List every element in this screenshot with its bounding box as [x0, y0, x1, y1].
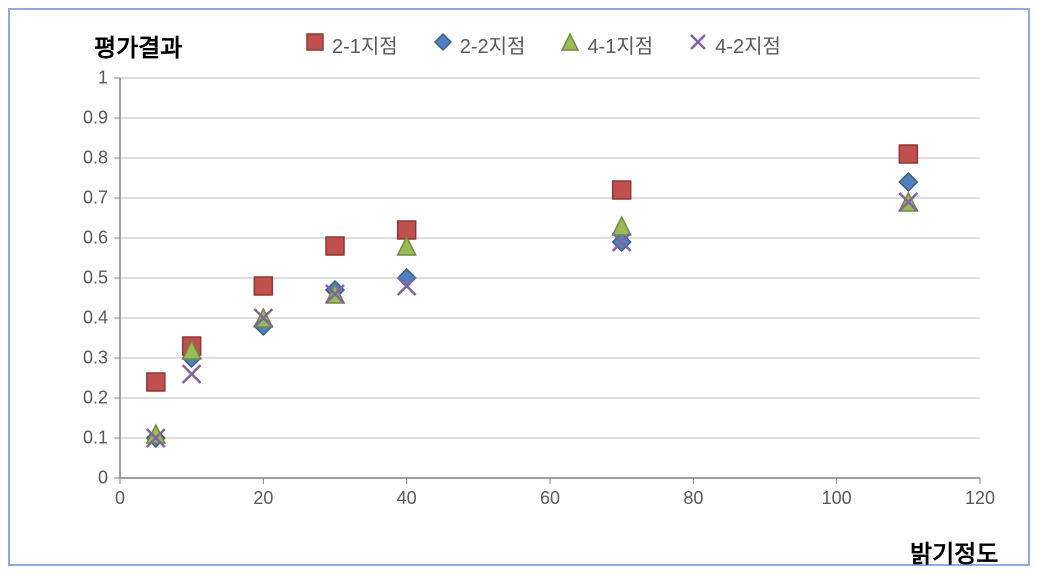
y-tick-label: 0.4: [83, 308, 108, 329]
legend-label: 4-1지점: [587, 30, 653, 59]
x-tick-label: 80: [683, 488, 703, 509]
y-tick-label: 0.8: [83, 148, 108, 169]
y-tick-label: 0.6: [83, 228, 108, 249]
legend-item: 4-2지점: [689, 30, 781, 59]
x-tick-label: 0: [115, 488, 125, 509]
y-tick-label: 0.1: [83, 428, 108, 449]
diamond-icon: [434, 33, 452, 57]
plot-area: [120, 78, 980, 488]
legend: 2-1지점 2-2지점 4-1지점 4-2지점: [306, 30, 781, 59]
legend-item: 4-1지점: [561, 30, 653, 59]
y-tick-label: 1: [98, 68, 108, 89]
y-tick-label: 0.9: [83, 108, 108, 129]
x-tick-label: 120: [965, 488, 995, 509]
legend-label: 2-1지점: [332, 30, 398, 59]
y-tick-label: 0: [98, 468, 108, 489]
x-icon: [689, 33, 707, 57]
legend-item: 2-1지점: [306, 30, 398, 59]
x-tick-label: 40: [397, 488, 417, 509]
x-axis-title: 밝기정도: [910, 534, 998, 569]
legend-label: 2-2지점: [460, 30, 526, 59]
y-tick-label: 0.5: [83, 268, 108, 289]
legend-item: 2-2지점: [434, 30, 526, 59]
triangle-icon: [561, 33, 579, 57]
y-tick-label: 0.7: [83, 188, 108, 209]
y-axis-title: 평가결과: [94, 28, 182, 63]
y-tick-label: 0.3: [83, 348, 108, 369]
x-tick-label: 100: [822, 488, 852, 509]
x-tick-label: 60: [540, 488, 560, 509]
x-tick-label: 20: [253, 488, 273, 509]
square-icon: [306, 33, 324, 57]
chart-frame: 평가결과 밝기정도 2-1지점 2-2지점 4-1지점 4-2지점 0 20 40 60 80…: [8, 8, 1030, 566]
legend-label: 4-2지점: [715, 30, 781, 59]
y-tick-label: 0.2: [83, 388, 108, 409]
